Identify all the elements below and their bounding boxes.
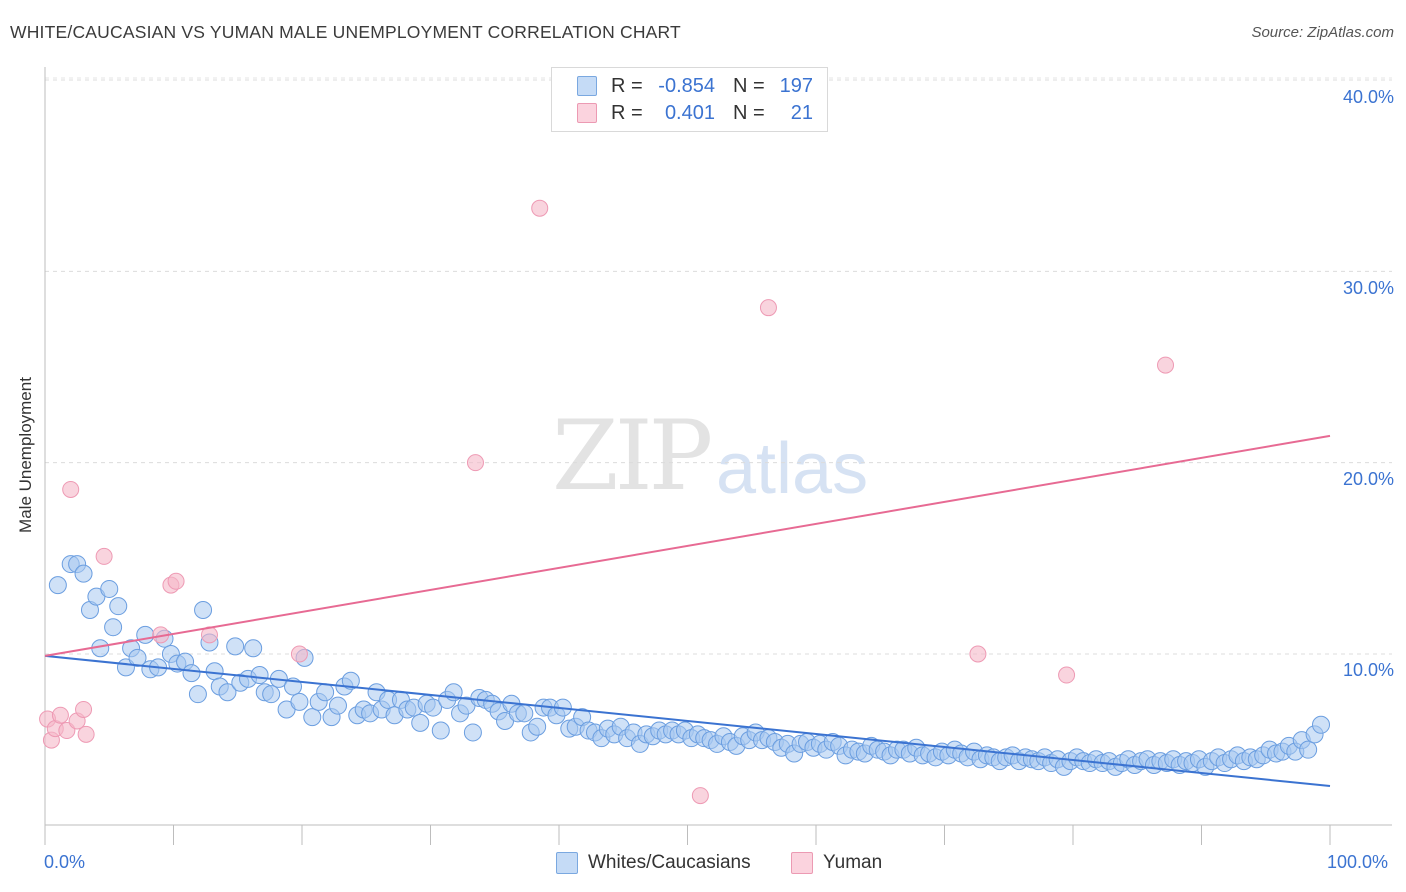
watermark-atlas: atlas bbox=[716, 429, 869, 509]
whites-point bbox=[109, 597, 128, 616]
whites-point bbox=[205, 662, 224, 681]
yuman-trend-line bbox=[44, 434, 1331, 657]
legend-swatch-icon bbox=[577, 103, 597, 123]
legend-r-value: 0.401 bbox=[664, 101, 715, 124]
whites-point bbox=[528, 717, 547, 736]
yuman-point bbox=[290, 645, 308, 663]
whites-point bbox=[1299, 740, 1318, 759]
y-tick-label: 10.0% bbox=[1342, 660, 1394, 680]
yuman-point bbox=[75, 700, 93, 718]
legend-item-whites[interactable]: Whites/Caucasians bbox=[556, 852, 751, 874]
legend-swatch-icon bbox=[556, 852, 578, 874]
legend-n-label: N = bbox=[733, 74, 765, 97]
legend-swatch-icon bbox=[791, 852, 813, 874]
whites-point bbox=[463, 723, 482, 742]
whites-point bbox=[100, 579, 119, 598]
yuman-point bbox=[759, 299, 777, 317]
legend-row-yuman: R = 0.401 N = 21 bbox=[577, 100, 813, 126]
whites-point bbox=[1312, 715, 1331, 734]
whites-point bbox=[411, 713, 430, 732]
yuman-point bbox=[1058, 666, 1076, 684]
yuman-point bbox=[691, 787, 709, 805]
whites-point bbox=[244, 639, 263, 658]
whites-point bbox=[188, 685, 207, 704]
legend-r-label: R = bbox=[611, 101, 643, 124]
whites-point bbox=[290, 692, 309, 711]
legend-n-value: 197 bbox=[779, 74, 813, 97]
whites-point bbox=[515, 704, 534, 723]
legend-item-yuman[interactable]: Yuman bbox=[791, 852, 882, 874]
yuman-point bbox=[466, 454, 484, 472]
whites-point bbox=[104, 618, 123, 637]
whites-point bbox=[182, 664, 201, 683]
yuman-point bbox=[1157, 356, 1175, 374]
y-tick-label: 40.0% bbox=[1342, 87, 1394, 107]
x-tick-label: 0.0% bbox=[44, 852, 86, 872]
whites-point bbox=[226, 637, 245, 656]
series-legend: Whites/Caucasians Yuman bbox=[0, 852, 1406, 878]
x-tick-label: 100.0% bbox=[1327, 852, 1389, 872]
whites-point bbox=[341, 671, 360, 690]
legend-row-whites: R = -0.854 N = 197 bbox=[577, 73, 813, 99]
yuman-point bbox=[167, 572, 185, 590]
whites-point bbox=[218, 683, 237, 702]
source-label: Source: ZipAtlas.com bbox=[1251, 24, 1394, 41]
whites-trend-line bbox=[44, 654, 1331, 788]
legend-n-label: N = bbox=[733, 101, 765, 124]
legend-n-value: 21 bbox=[790, 101, 813, 124]
yuman-point bbox=[77, 725, 95, 743]
y-axis-label: Male Unemployment bbox=[16, 377, 35, 533]
yuman-point bbox=[531, 199, 549, 217]
chart-title: WHITE/CAUCASIAN VS YUMAN MALE UNEMPLOYME… bbox=[10, 22, 681, 42]
y-tick-label: 20.0% bbox=[1342, 469, 1394, 489]
whites-point bbox=[48, 576, 67, 595]
legend-r-value: -0.854 bbox=[658, 74, 715, 97]
legend-item-label: Whites/Caucasians bbox=[588, 852, 751, 873]
whites-point bbox=[328, 696, 347, 715]
whites-point bbox=[128, 648, 147, 667]
yuman-point bbox=[95, 547, 113, 565]
whites-point bbox=[194, 600, 213, 619]
y-tick-label: 30.0% bbox=[1342, 278, 1394, 298]
whites-point bbox=[250, 666, 269, 685]
whites-point bbox=[136, 625, 155, 644]
watermark-zip: ZIP bbox=[552, 400, 713, 512]
legend-swatch-icon bbox=[577, 76, 597, 96]
whites-point bbox=[431, 721, 450, 740]
legend-item-label: Yuman bbox=[823, 852, 883, 873]
whites-point bbox=[262, 685, 281, 704]
yuman-point bbox=[62, 480, 80, 498]
yuman-point bbox=[51, 706, 69, 724]
stats-legend: R = -0.854 N = 197 R = 0.401 N = 21 bbox=[551, 67, 828, 132]
whites-point bbox=[74, 564, 93, 583]
whites-point bbox=[424, 698, 443, 717]
whites-point bbox=[316, 683, 335, 702]
legend-r-label: R = bbox=[611, 74, 643, 97]
yuman-point bbox=[969, 645, 987, 663]
whites-point bbox=[303, 708, 322, 727]
